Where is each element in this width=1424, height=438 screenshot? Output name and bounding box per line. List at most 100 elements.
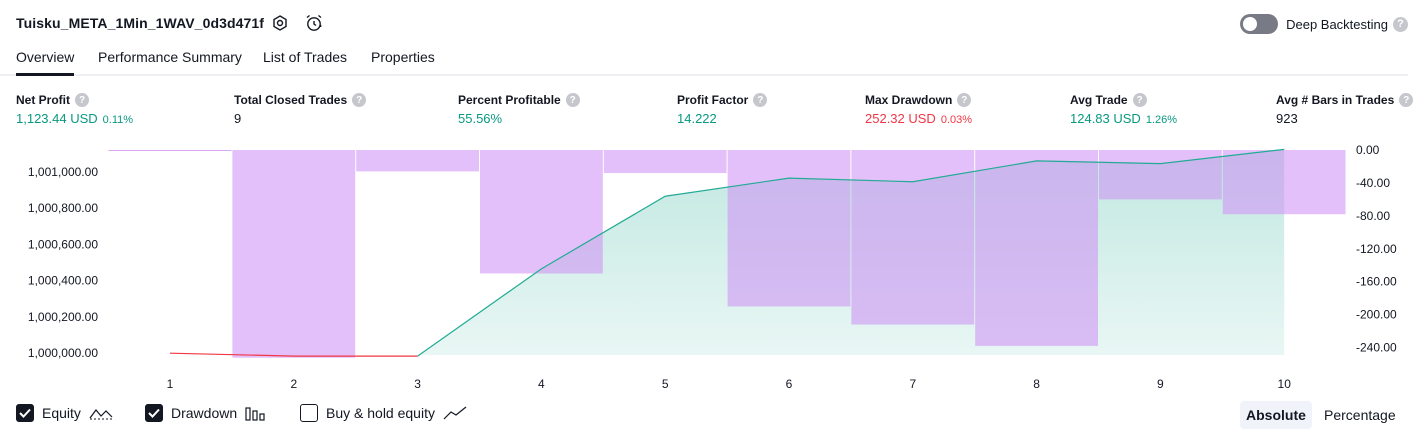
checkbox-box [300,404,318,422]
metric-label-text: Max Drawdown [865,93,953,107]
drawdown-checkbox[interactable]: Drawdown [145,404,267,422]
right-axis: 0.00 -40.00 -80.00 -120.00 -160.00 -200.00 -24… [1356,143,1397,355]
percentage-mode-button[interactable]: Percentage [1324,407,1396,423]
help-icon[interactable]: ? [1393,16,1408,32]
metric-label: Total Closed Trades? [234,93,367,107]
x-axis-tick-label: 9 [1157,377,1164,391]
metric-label: Percent Profitable? [458,93,580,107]
x-axis-tick-label: 8 [1033,377,1040,391]
metric-label: Net Profit? [16,93,133,107]
metric-net-profit: Net Profit? 1,123.44 USD 0.11% [16,93,133,126]
drawdown-bar [975,150,1098,346]
help-icon[interactable]: ? [753,93,768,107]
right-axis-tick-label: 0.00 [1356,143,1380,157]
x-axis-tick-label: 7 [909,377,916,391]
tab-performance-summary[interactable]: Performance Summary [98,49,242,65]
x-axis-tick-label: 5 [662,377,669,391]
left-axis-tick-label: 1,000,800.00 [28,201,98,215]
metric-label-text: Avg Trade [1070,93,1128,107]
metric-avg-trade: Avg Trade? 124.83 USD 1.26% [1070,93,1177,126]
equity-line [169,148,1285,357]
help-icon[interactable]: ? [1132,93,1147,107]
help-icon[interactable]: ? [957,93,972,107]
metric-percent-profitable: Percent Profitable? 55.56% [458,93,580,126]
settings-gear-icon[interactable] [269,12,291,34]
trend-line-icon [443,405,467,421]
metric-percent: 0.03% [940,114,973,126]
x-axis-tick-label: 6 [786,377,793,391]
tab-overview[interactable]: Overview [16,49,75,76]
metric-value: 55.56% [458,111,580,126]
right-axis-tick-label: -200.00 [1356,308,1397,322]
checkmark-icon [148,408,160,418]
report-header: Tuisku_META_1Min_1WAV_0d3d471f Deep Back… [0,0,1424,46]
metric-amount: 252.32 USD [865,111,936,126]
left-axis-tick-label: 1,000,600.00 [28,237,98,251]
deep-backtesting-label: Deep Backtesting [1286,16,1388,32]
metric-percent: 0.11% [102,114,134,126]
help-icon[interactable]: ? [565,93,580,107]
x-axis-tick-label: 1 [167,377,174,391]
x-axis-tick-label: 10 [1278,377,1292,391]
drawdown-bar [232,150,356,358]
metric-amount: 1,123.44 USD [16,111,98,126]
right-axis-tick-label: -80.00 [1356,209,1390,223]
drawdown-bar [851,150,975,325]
right-axis-tick-label: -160.00 [1356,275,1397,289]
metric-amount: 55.56% [458,111,503,126]
checkbox-box [16,404,34,422]
deep-backtesting-control: Deep Backtesting ? [1240,13,1408,35]
metric-profit-factor: Profit Factor? 14.222 [677,93,768,126]
metric-label: Profit Factor? [677,93,768,107]
drawdown-bar [356,150,479,172]
equity-drawdown-chart[interactable]: 1,001,000.00 1,000,800.00 1,000,600.00 1,00… [0,140,1424,396]
metric-amount: 124.83 USD [1070,111,1141,126]
metric-label-text: Avg # Bars in Trades [1276,93,1395,107]
alarm-clock-icon [306,14,322,31]
absolute-mode-button[interactable]: Absolute [1240,401,1312,429]
drawdown-label: Drawdown [171,405,238,421]
metric-value: 14.222 [677,111,767,126]
metric-label-text: Profit Factor [677,93,749,107]
tab-properties[interactable]: Properties [371,49,435,65]
deep-backtesting-toggle[interactable] [1240,14,1279,34]
x-axis: 1 2 3 4 5 6 7 8 9 10 [167,377,1292,391]
right-axis-tick-label: -40.00 [1356,176,1390,190]
alert-clock-icon[interactable] [303,12,325,34]
metric-avg-bars-in-trades: Avg # Bars in Trades? 923 [1276,93,1414,126]
left-axis-tick-label: 1,001,000.00 [28,165,98,179]
drawdown-bar [1222,150,1346,215]
metric-total-closed-trades: Total Closed Trades? 9 [234,93,367,126]
drawdown-bars [108,150,1346,358]
right-axis-tick-label: -120.00 [1356,242,1397,256]
report-tabs: Overview Performance Summary List of Tra… [0,46,1408,76]
equity-line-icon-svg [89,409,113,420]
metric-label-text: Net Profit [16,93,70,107]
buy-hold-equity-label: Buy & hold equity [326,405,435,421]
bar-chart-icon [245,405,267,421]
left-axis-tick-label: 1,000,400.00 [28,274,98,288]
equity-loss-segment [169,352,418,357]
equity-checkbox[interactable]: Equity [16,404,113,422]
equity-label: Equity [42,405,81,421]
tab-list-of-trades[interactable]: List of Trades [263,49,348,65]
metric-value: 252.32 USD 0.03% [865,111,972,126]
toggle-knob [1243,17,1258,31]
help-icon[interactable]: ? [75,93,89,107]
drawdown-bar [480,150,603,274]
left-axis-tick-label: 1,000,000.00 [28,346,98,360]
equity-profit-segment [417,148,1285,357]
checkmark-icon [19,408,31,418]
drawdown-bar [108,150,232,151]
buy-hold-equity-checkbox[interactable]: Buy & hold equity [300,404,467,422]
metric-value: 923 [1276,111,1413,126]
checkbox-box [145,404,163,422]
metric-amount: 14.222 [677,111,717,126]
metric-value: 1,123.44 USD 0.11% [16,111,133,126]
help-icon[interactable]: ? [1399,93,1414,107]
left-axis: 1,001,000.00 1,000,800.00 1,000,600.00 1,00… [28,165,98,360]
metric-max-drawdown: Max Drawdown? 252.32 USD 0.03% [865,93,972,126]
metric-amount: 923 [1276,111,1298,126]
help-icon[interactable]: ? [352,93,367,107]
metric-value: 9 [234,111,366,126]
